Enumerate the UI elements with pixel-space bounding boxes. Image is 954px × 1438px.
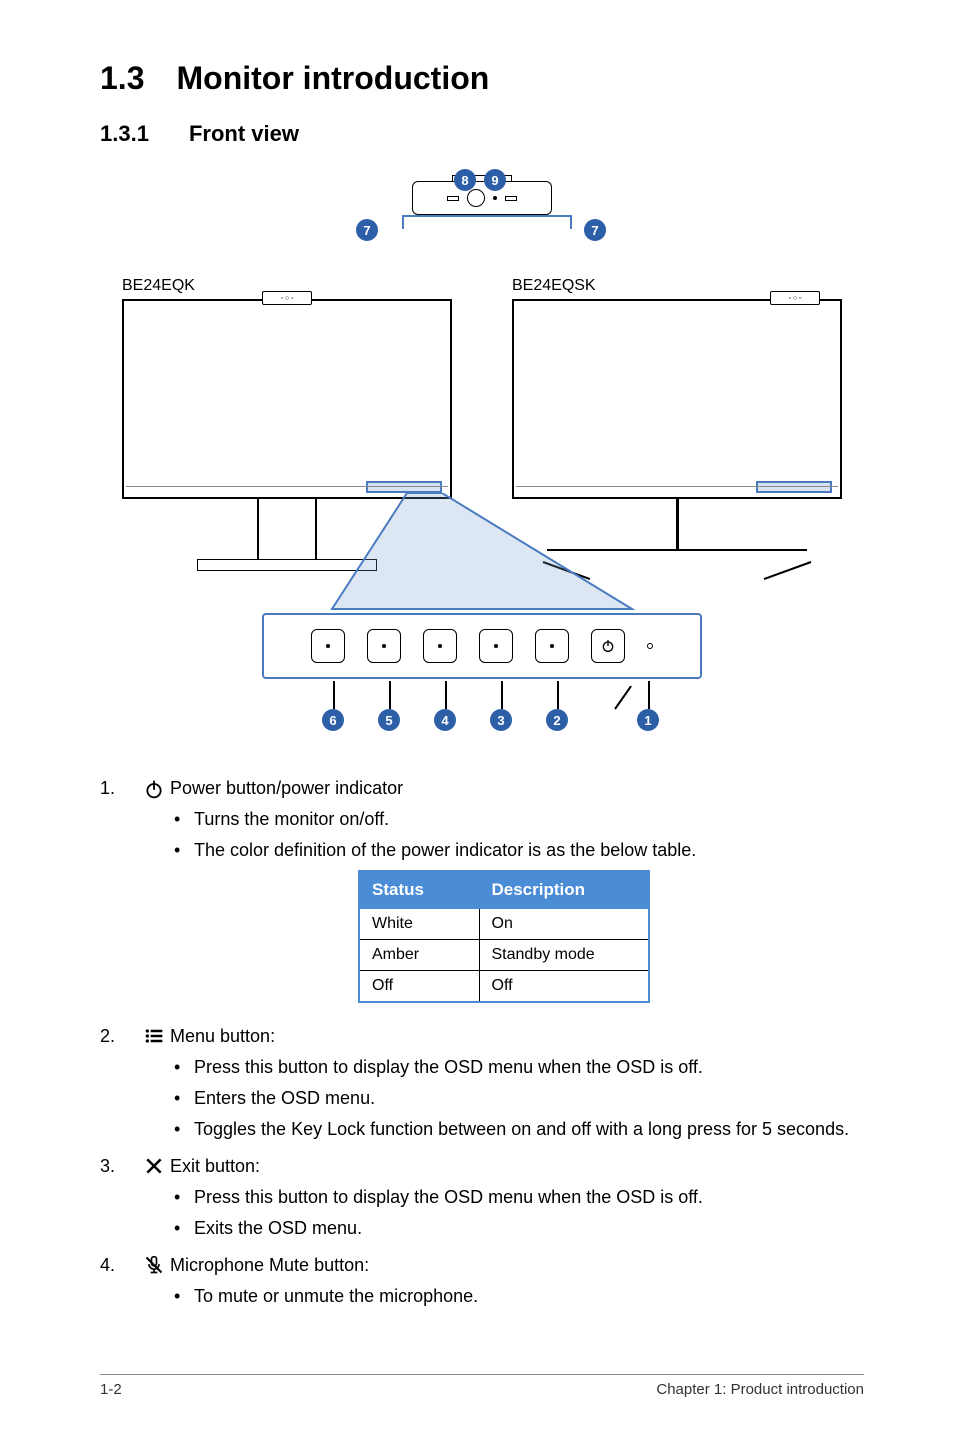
subsection-number: 1.3.1 — [100, 121, 149, 147]
webcam-led — [493, 196, 497, 200]
callout-7-right: 7 — [584, 219, 606, 241]
callout-5: 5 — [378, 709, 400, 731]
model-label-right: BE24EQSK — [512, 277, 596, 295]
cell-status: White — [359, 908, 479, 939]
webcam-clip-right: ◦ ○ ◦ — [770, 291, 820, 305]
button-highlight-left — [366, 481, 442, 493]
osd-button-4 — [423, 629, 457, 663]
section-number: 1.3 — [100, 60, 144, 97]
item-title: Menu button: — [170, 1023, 275, 1050]
list-item: 4. Microphone Mute button: To mute or un… — [100, 1252, 864, 1314]
webcam-slot-left — [447, 196, 459, 201]
osd-button-3 — [479, 629, 513, 663]
monitor-be24eqsk: BE24EQSK ◦ ○ ◦ — [512, 277, 842, 555]
subsection-title: Front view — [189, 121, 299, 147]
list-item: 2. Menu button: Press this button to dis… — [100, 1023, 864, 1147]
bullet-text: To mute or unmute the microphone. — [174, 1283, 864, 1310]
item-title: Microphone Mute button: — [170, 1252, 369, 1279]
power-icon — [144, 779, 164, 799]
chapter-label: Chapter 1: Product introduction — [656, 1381, 864, 1398]
monitor-be24eqk: BE24EQK ◦ ○ ◦ — [122, 277, 452, 571]
callout-9: 9 — [484, 169, 506, 191]
cell-desc: On — [479, 908, 649, 939]
osd-button-power — [591, 629, 625, 663]
webcam-module: 8 9 7 7 — [402, 175, 562, 229]
callout-6: 6 — [322, 709, 344, 731]
webcam-body — [412, 181, 552, 215]
item-title: Exit button: — [170, 1153, 260, 1180]
list-item: 3. Exit button: Press this button to dis… — [100, 1153, 864, 1246]
callout-8: 8 — [454, 169, 476, 191]
section-heading: 1.3 Monitor introduction — [100, 60, 864, 97]
page-footer: 1-2 Chapter 1: Product introduction — [100, 1374, 864, 1398]
section-title: Monitor introduction — [176, 60, 489, 97]
power-icon — [600, 638, 616, 654]
close-icon — [144, 1156, 164, 1176]
callout-2: 2 — [546, 709, 568, 731]
bullet-text: Exits the OSD menu. — [174, 1215, 864, 1242]
table-row: Off Off — [359, 970, 649, 1002]
bullet-text: Turns the monitor on/off. — [174, 806, 864, 833]
callout-1: 1 — [637, 709, 659, 731]
item-number: 4. — [100, 1252, 144, 1314]
button-descriptions: 1. Power button/power indicator Turns th… — [100, 775, 864, 1314]
bullet-text: The color definition of the power indica… — [174, 837, 864, 864]
table-row: Amber Standby mode — [359, 939, 649, 970]
page-number: 1-2 — [100, 1381, 122, 1398]
item-number: 3. — [100, 1153, 144, 1246]
item-number: 2. — [100, 1023, 144, 1147]
bullet-text: Toggles the Key Lock function between on… — [174, 1116, 864, 1143]
table-row: White On — [359, 908, 649, 939]
list-item: 1. Power button/power indicator Turns th… — [100, 775, 864, 1017]
monitor-frame-left: ◦ ○ ◦ — [122, 299, 452, 499]
stand-arm-right — [676, 499, 679, 549]
callout-4: 4 — [434, 709, 456, 731]
menu-icon — [144, 1026, 164, 1046]
power-indicator-table: Status Description White On Amber Standb… — [358, 870, 650, 1003]
cell-status: Amber — [359, 939, 479, 970]
item-title: Power button/power indicator — [170, 775, 403, 802]
cell-status: Off — [359, 970, 479, 1002]
cell-desc: Standby mode — [479, 939, 649, 970]
webcam-lens — [467, 189, 485, 207]
button-strip — [262, 613, 702, 679]
monitor-frame-right: ◦ ○ ◦ — [512, 299, 842, 499]
stand-base-left — [197, 559, 377, 571]
webcam-slot-right — [505, 196, 517, 201]
osd-button-2 — [535, 629, 569, 663]
mic-mute-icon — [144, 1255, 164, 1275]
webcam-bracket — [402, 215, 572, 229]
webcam-clip-left: ◦ ○ ◦ — [262, 291, 312, 305]
button-highlight-right — [756, 481, 832, 493]
power-led — [647, 643, 653, 649]
bullet-text: Enters the OSD menu. — [174, 1085, 864, 1112]
callout-number-row: 6 5 4 3 2 1 — [262, 709, 702, 739]
stand-base-right — [547, 549, 807, 555]
stand-neck-left — [257, 499, 317, 559]
callout-3: 3 — [490, 709, 512, 731]
item-number: 1. — [100, 775, 144, 1017]
bullet-text: Press this button to display the OSD men… — [174, 1054, 864, 1081]
cell-desc: Off — [479, 970, 649, 1002]
table-header-status: Status — [359, 871, 479, 908]
callout-7-left: 7 — [356, 219, 378, 241]
bullet-text: Press this button to display the OSD men… — [174, 1184, 864, 1211]
subsection-heading: 1.3.1 Front view — [100, 121, 864, 147]
osd-button-6 — [311, 629, 345, 663]
front-view-diagram: 8 9 7 7 BE24EQK ◦ ○ ◦ BE24EQSK ◦ ○ ◦ — [102, 157, 862, 757]
osd-button-5 — [367, 629, 401, 663]
table-header-desc: Description — [479, 871, 649, 908]
model-label-left: BE24EQK — [122, 277, 195, 295]
